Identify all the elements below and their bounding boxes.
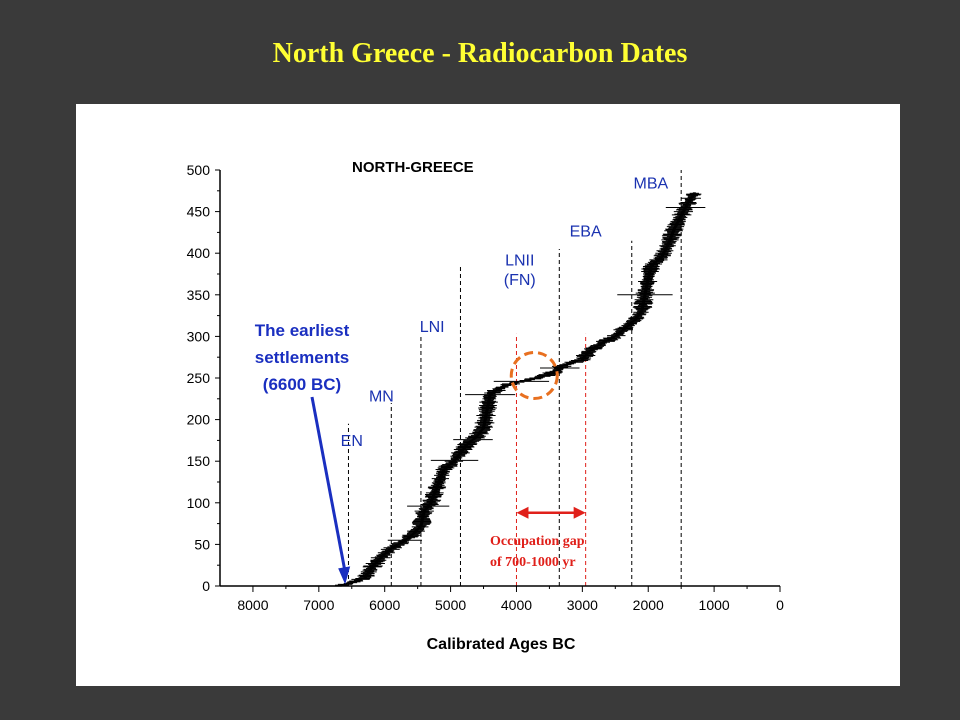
x-tick-label: 1000 [699,597,730,613]
period-label: EN [341,433,363,450]
data-point [534,377,538,379]
data-point [498,386,502,389]
data-point [531,377,535,380]
data-point [692,192,696,195]
earliest-settlements-label: settlements [255,348,349,367]
data-point [352,580,356,583]
data-point [356,579,360,582]
occupation-gap-label: Occupation gap [490,534,585,549]
data-point [361,577,365,580]
y-tick-label: 300 [187,328,211,344]
data-point [541,375,545,378]
data-point [578,359,582,362]
data-point [612,336,616,339]
chart-panel: 0 50 100 150 200 250 300 350 400 450 500 8000 7000 60… [76,104,900,686]
y-tick-label: 400 [187,245,211,261]
data-point [548,372,552,375]
data-point [610,337,614,340]
data-point [572,361,576,364]
y-tick-label: 500 [187,162,211,178]
data-point [505,384,509,387]
arrow-head [516,506,529,519]
x-tick-label: 3000 [567,597,598,613]
data-point [507,383,511,386]
data-point [550,372,554,375]
data-point [524,379,528,382]
radiocarbon-chart: 0 50 100 150 200 250 300 350 400 450 500 8000 7000 60… [187,159,784,653]
data-point [515,381,519,384]
x-tick-label: 8000 [237,597,268,613]
occupation-gap-label: of 700-1000 yr [490,555,576,570]
chart-title: NORTH-GREECE [352,159,474,176]
period-label: EBA [570,224,602,241]
data-point [566,362,570,365]
data-point [340,584,344,587]
period-label: (FN) [504,272,536,289]
data-point [544,374,548,377]
y-tick-label: 150 [187,453,211,469]
data-point [346,582,350,585]
data-point [359,578,363,581]
data-point [519,380,523,383]
period-label: LNII [505,253,534,270]
data-point [354,580,358,583]
data-point [602,341,606,344]
axes: 0 50 100 150 200 250 300 350 400 450 500 8000 7000 60… [187,162,784,613]
data-point [552,371,556,374]
y-tick-label: 200 [187,412,211,428]
data-point [500,386,504,389]
data-point [575,360,579,363]
y-tick-label: 350 [187,287,211,303]
data-point [600,342,604,345]
data-series [285,192,706,587]
x-tick-label: 4000 [501,597,532,613]
data-point [561,364,565,367]
x-tick-label: 0 [776,597,784,613]
period-label: MN [369,388,394,405]
earliest-settlements-label: (6600 BC) [263,375,341,394]
data-point [563,363,567,366]
period-boundaries [347,170,682,586]
period-label: MBA [634,175,669,192]
data-point [605,339,609,342]
data-point [538,376,542,379]
data-point [509,382,513,385]
earliest-settlements-label: The earliest [255,321,350,340]
data-point [569,362,573,365]
x-tick-label: 5000 [435,597,466,613]
x-tick-label: 2000 [633,597,664,613]
data-point [603,340,607,343]
period-label: LNI [420,319,445,336]
y-tick-label: 100 [187,495,211,511]
data-point [608,337,612,340]
data-point [546,373,550,376]
data-point [528,378,532,381]
arrow-head [338,566,351,585]
gap-circle [509,351,559,401]
y-tick-label: 0 [202,578,210,594]
x-tick-label: 6000 [369,597,400,613]
x-tick-label: 7000 [303,597,334,613]
y-tick-label: 450 [187,204,211,220]
arrow-head [573,506,586,519]
x-axis-title: Calibrated Ages BC [427,636,576,653]
earliest-settlements-arrow [310,396,347,573]
y-tick-label: 250 [187,370,211,386]
data-point [607,338,611,341]
annotations: The earliest settlements (6600 BC) Occupati… [255,321,586,585]
y-tick-label: 50 [194,536,210,552]
data-point [350,581,354,584]
period-labels: EN MN LNI LNII (FN) EBA MBA [341,175,669,450]
data-point [502,385,506,388]
slide-title: North Greece - Radiocarbon Dates [272,38,688,69]
